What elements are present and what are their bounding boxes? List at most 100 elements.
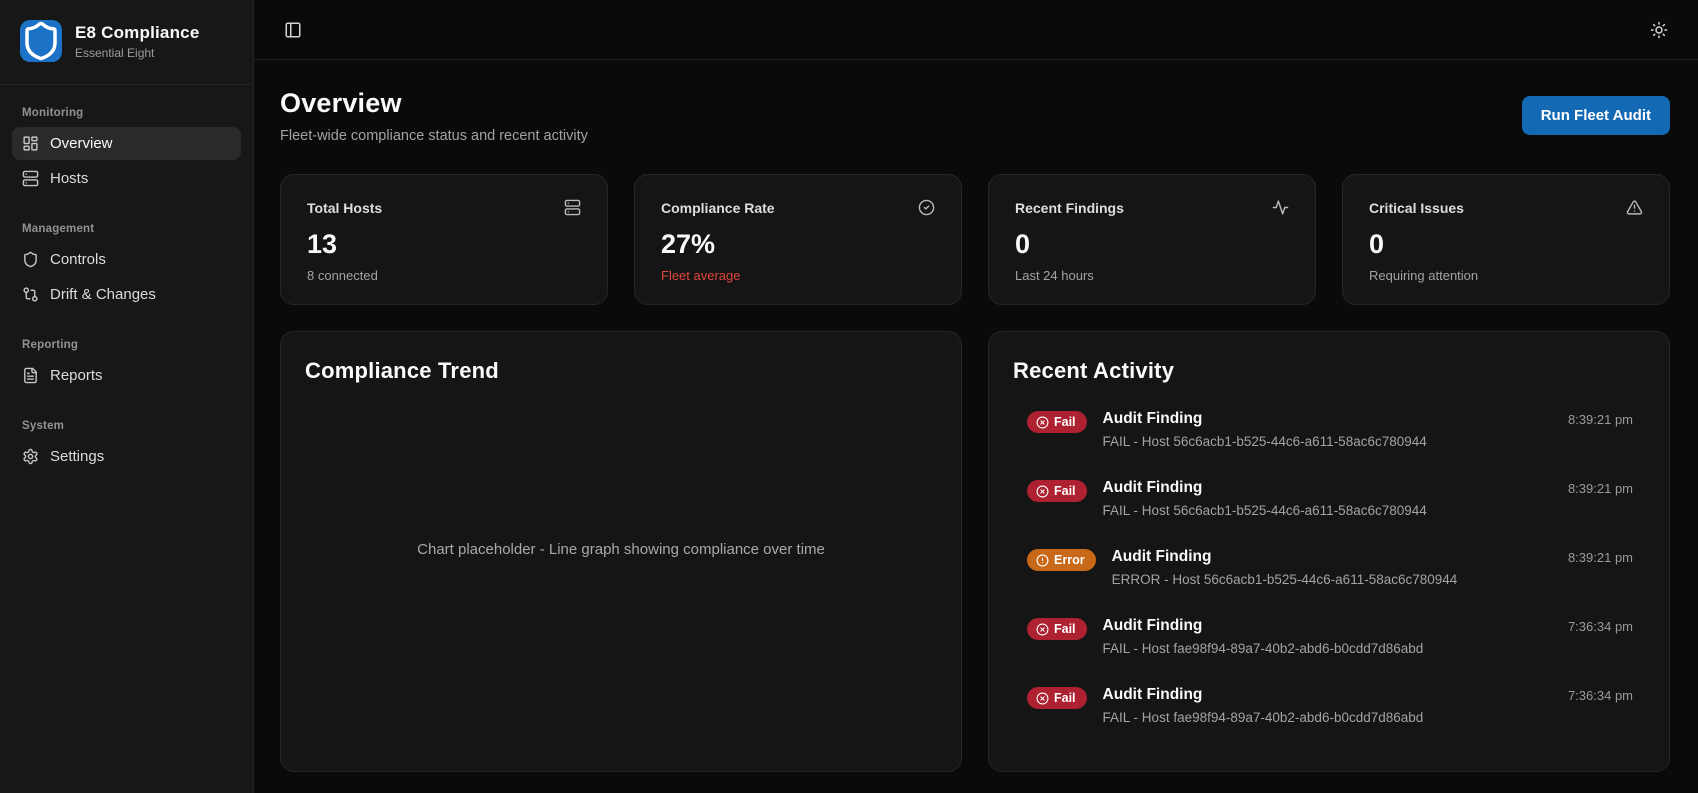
activity-row: Fail Audit Finding FAIL - Host fae98f94-…: [1027, 686, 1633, 725]
nav-section-label: Management: [22, 223, 95, 235]
activity-timestamp: 8:39:21 pm: [1567, 412, 1633, 427]
activity-title: Audit Finding: [1102, 479, 1203, 496]
sidebar-nav: Monitoring Overview Hosts Management Con…: [0, 85, 253, 515]
nav-section-label: System: [22, 420, 65, 432]
activity-description: FAIL - Host 56c6acb1-b525-44c6-a611-58ac…: [1102, 503, 1427, 518]
panel-left-icon: [284, 21, 302, 39]
server-icon: [564, 199, 581, 216]
stat-subtext: Requiring attention: [1369, 268, 1479, 283]
circle-x-icon: [1036, 623, 1049, 636]
activity-title: Audit Finding: [1111, 548, 1212, 565]
circle-x-icon: [1036, 485, 1049, 498]
stat-card-critical-issues: Critical Issues 0 Requiring attention: [1342, 174, 1670, 305]
sidebar-toggle-button[interactable]: [278, 15, 308, 45]
activity-row: Fail Audit Finding FAIL - Host 56c6acb1-…: [1027, 479, 1633, 518]
recent-activity-card: Recent Activity Fail Audit Finding FAIL …: [988, 331, 1670, 772]
stat-label: Critical Issues: [1369, 199, 1464, 216]
activity-timestamp: 8:39:21 pm: [1567, 550, 1633, 565]
shield-icon: [22, 251, 39, 268]
sidebar-item-label: Overview: [50, 135, 113, 152]
fail-badge: Fail: [1027, 618, 1087, 640]
stat-label: Compliance Rate: [661, 199, 775, 216]
server-icon: [22, 170, 39, 187]
main-area: Overview Fleet-wide compliance status an…: [254, 0, 1698, 793]
gear-icon: [22, 448, 39, 465]
page-header: Overview Fleet-wide compliance status an…: [280, 88, 1670, 144]
sidebar-item-label: Hosts: [50, 170, 89, 187]
sidebar-item-hosts[interactable]: Hosts: [12, 162, 241, 195]
stat-subtext: 8 connected: [307, 268, 378, 283]
stat-card-total-hosts: Total Hosts 13 8 connected: [280, 174, 608, 305]
activity-title: Audit Finding: [1102, 617, 1203, 634]
run-fleet-audit-button[interactable]: Run Fleet Audit: [1521, 96, 1670, 135]
panel-title: Compliance Trend: [305, 358, 499, 383]
stat-value: 27%: [661, 229, 716, 259]
sidebar-item-label: Reports: [50, 367, 103, 384]
alert-triangle-icon: [1626, 199, 1643, 216]
sidebar-item-controls[interactable]: Controls: [12, 243, 241, 276]
stat-subtext: Fleet average: [661, 268, 741, 283]
layout-dashboard-icon: [22, 135, 39, 152]
stat-subtext: Last 24 hours: [1015, 268, 1094, 283]
activity-description: FAIL - Host fae98f94-89a7-40b2-abd6-b0cd…: [1102, 710, 1424, 725]
activity-title: Audit Finding: [1102, 410, 1203, 427]
sidebar-item-label: Drift & Changes: [50, 286, 156, 303]
sidebar-item-label: Controls: [50, 251, 106, 268]
fail-badge: Fail: [1027, 411, 1087, 433]
fail-badge: Fail: [1027, 480, 1087, 502]
stat-value: 0: [1015, 229, 1031, 259]
fail-badge: Fail: [1027, 687, 1087, 709]
activity-timestamp: 7:36:34 pm: [1567, 619, 1633, 634]
activity-list: Fail Audit Finding FAIL - Host 56c6acb1-…: [1013, 384, 1645, 725]
chart-placeholder: Chart placeholder - Line graph showing c…: [417, 541, 825, 558]
sidebar-item-label: Settings: [50, 448, 105, 465]
app-logo: [20, 20, 62, 62]
stat-value: 13: [307, 229, 338, 259]
alert-circle-icon: [1036, 554, 1049, 567]
sidebar: E8 Compliance Essential Eight Monitoring…: [0, 0, 254, 793]
activity-title: Audit Finding: [1102, 686, 1203, 703]
app-title: E8 Compliance: [75, 22, 200, 42]
page-subtitle: Fleet-wide compliance status and recent …: [280, 128, 588, 144]
circle-x-icon: [1036, 692, 1049, 705]
sidebar-item-overview[interactable]: Overview: [12, 127, 241, 160]
page-title: Overview: [280, 88, 402, 118]
stat-card-recent-findings: Recent Findings 0 Last 24 hours: [988, 174, 1316, 305]
nav-section-label: Reporting: [22, 339, 79, 351]
page-content: Overview Fleet-wide compliance status an…: [254, 60, 1698, 793]
activity-row: Fail Audit Finding FAIL - Host fae98f94-…: [1027, 617, 1633, 656]
activity-timestamp: 8:39:21 pm: [1567, 481, 1633, 496]
activity-icon: [1272, 199, 1289, 216]
compliance-trend-card: Compliance Trend Chart placeholder - Lin…: [280, 331, 962, 772]
git-compare-icon: [22, 286, 39, 303]
app-subtitle: Essential Eight: [75, 45, 155, 60]
activity-timestamp: 7:36:34 pm: [1567, 688, 1633, 703]
circle-x-icon: [1036, 416, 1049, 429]
activity-description: ERROR - Host 56c6acb1-b525-44c6-a611-58a…: [1111, 572, 1458, 587]
panel-title: Recent Activity: [1013, 358, 1175, 383]
sidebar-item-reports[interactable]: Reports: [12, 359, 241, 392]
nav-section-reporting: Reporting Reports: [12, 335, 241, 394]
sidebar-item-drift-changes[interactable]: Drift & Changes: [12, 278, 241, 311]
lower-panels: Compliance Trend Chart placeholder - Lin…: [280, 331, 1670, 772]
activity-description: FAIL - Host fae98f94-89a7-40b2-abd6-b0cd…: [1102, 641, 1424, 656]
sidebar-item-settings[interactable]: Settings: [12, 440, 241, 473]
nav-section-monitoring: Monitoring Overview Hosts: [12, 103, 241, 197]
activity-row: Fail Audit Finding FAIL - Host 56c6acb1-…: [1027, 410, 1633, 449]
nav-section-label: Monitoring: [22, 107, 84, 119]
sidebar-header: E8 Compliance Essential Eight: [0, 0, 253, 85]
file-text-icon: [22, 367, 39, 384]
stat-label: Recent Findings: [1015, 199, 1124, 216]
stat-card-compliance-rate: Compliance Rate 27% Fleet average: [634, 174, 962, 305]
activity-description: FAIL - Host 56c6acb1-b525-44c6-a611-58ac…: [1102, 434, 1427, 449]
stat-value: 0: [1369, 229, 1385, 259]
sun-icon: [1650, 21, 1668, 39]
check-circle-icon: [918, 199, 935, 216]
theme-toggle-button[interactable]: [1644, 15, 1674, 45]
stat-label: Total Hosts: [307, 199, 383, 216]
nav-section-management: Management Controls Drift & Changes: [12, 219, 241, 313]
stat-cards: Total Hosts 13 8 connected Compliance Ra…: [280, 174, 1670, 305]
topbar: [254, 0, 1698, 60]
activity-row: Error Audit Finding ERROR - Host 56c6acb…: [1027, 548, 1633, 587]
